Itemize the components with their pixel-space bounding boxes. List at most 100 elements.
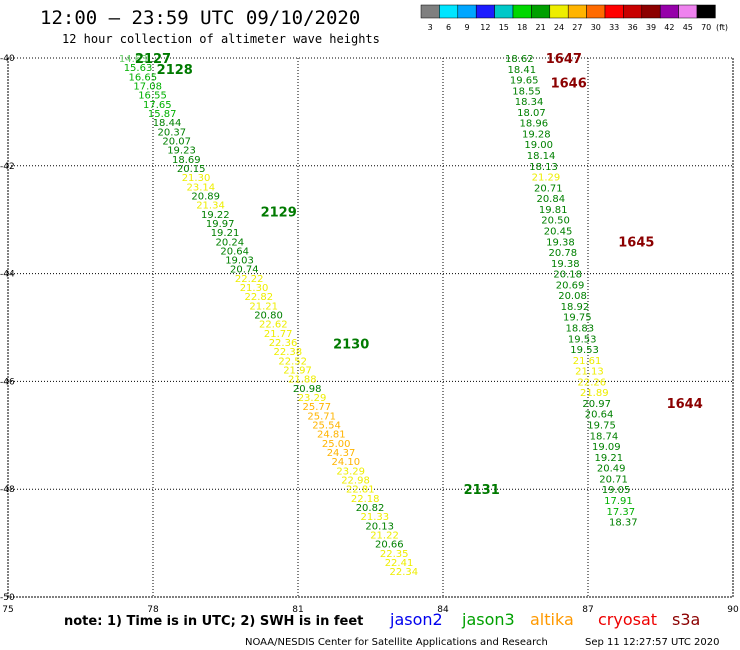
legend-label: 45 xyxy=(683,23,693,32)
swh-value: 19.03 xyxy=(225,256,254,267)
pass-number: 2129 xyxy=(261,206,297,221)
y-tick-label: -40 xyxy=(0,54,15,64)
swh-value: 22.62 xyxy=(259,320,288,331)
swh-value: 20.13 xyxy=(365,521,394,532)
swh-value: 20.74 xyxy=(230,265,259,276)
legend-swatch xyxy=(420,4,440,19)
swh-value: 21.61 xyxy=(573,356,602,367)
swh-value: 21.34 xyxy=(196,201,225,212)
swh-value: 20.82 xyxy=(356,503,385,514)
swh-value: 20.66 xyxy=(375,540,404,551)
swh-value: 19.21 xyxy=(594,453,623,464)
swh-value: 23.14 xyxy=(187,182,216,193)
swh-value: 22.36 xyxy=(269,338,298,349)
swh-value: 20.69 xyxy=(556,280,585,291)
swh-value: 20.64 xyxy=(220,246,249,257)
swh-value: 19.21 xyxy=(211,228,240,239)
swh-value: 20.08 xyxy=(558,291,587,302)
legend-swatch xyxy=(659,4,679,19)
track-jason3: 14.6315.6316.6517.0816.5517.6515.8718.44… xyxy=(119,54,418,578)
pass-number: 2128 xyxy=(157,63,193,78)
swh-value: 20.49 xyxy=(597,464,626,475)
swh-value: 23.29 xyxy=(298,393,327,404)
legend-label: 6 xyxy=(446,23,451,32)
swh-value: 20.97 xyxy=(582,399,611,410)
legend-swatch xyxy=(549,4,569,19)
legend-label: 30 xyxy=(591,23,601,32)
swh-value: 17.37 xyxy=(607,507,636,518)
swh-value: 16.65 xyxy=(129,72,158,83)
swh-value: 22.38 xyxy=(274,347,303,358)
swh-value: 19.81 xyxy=(539,205,568,216)
swh-value: 22.41 xyxy=(385,558,414,569)
swh-value: 23.29 xyxy=(336,466,365,477)
swh-value: 20.15 xyxy=(177,164,206,175)
swh-value: 20.71 xyxy=(534,183,563,194)
pass-number: 2131 xyxy=(464,483,500,498)
satellite-name-jason3: jason3 xyxy=(461,610,515,629)
legend-swatch xyxy=(531,4,551,19)
pass-number: 1647 xyxy=(546,52,582,67)
legend-swatch xyxy=(604,4,624,19)
timestamp-text: Sep 11 12:27:57 UTC 2020 xyxy=(585,637,719,648)
swh-value: 21.21 xyxy=(249,301,278,312)
swh-value: 19.65 xyxy=(510,76,539,87)
swh-value: 17.91 xyxy=(604,496,633,507)
legend-label: 70 xyxy=(701,23,711,32)
y-tick-label: -42 xyxy=(0,162,15,172)
swh-value: 20.07 xyxy=(162,136,191,147)
x-tick-label: 78 xyxy=(147,605,159,615)
swh-value: 19.38 xyxy=(546,237,575,248)
legend-label: 12 xyxy=(480,23,490,32)
swh-value: 21.33 xyxy=(361,512,390,523)
legend-label: 3 xyxy=(428,23,433,32)
swh-value: 25.77 xyxy=(303,402,332,413)
swh-value: 18.37 xyxy=(609,518,638,529)
swh-value: 20.24 xyxy=(216,237,245,248)
swh-value: 21.89 xyxy=(580,388,609,399)
satellite-tracks: 14.6315.6316.6517.0816.5517.6515.8718.44… xyxy=(119,54,638,578)
pass-number: 1644 xyxy=(667,397,703,412)
legend-swatch xyxy=(567,4,587,19)
y-tick-label: -46 xyxy=(0,377,15,387)
swh-value: 18.83 xyxy=(565,324,594,335)
swh-value: 21.29 xyxy=(532,173,561,184)
swh-value: 22.52 xyxy=(278,356,307,367)
swh-value: 21.88 xyxy=(288,375,317,386)
swh-value: 20.78 xyxy=(549,248,578,259)
swh-value: 22.18 xyxy=(351,494,380,505)
swh-value: 20.37 xyxy=(158,127,187,138)
legend-label: 39 xyxy=(646,23,656,32)
swh-value: 20.18 xyxy=(553,270,582,281)
legend-label: 18 xyxy=(517,23,527,32)
swh-value: 19.05 xyxy=(602,485,631,496)
legend-swatch xyxy=(696,4,716,19)
swh-value: 22.98 xyxy=(341,475,370,486)
swh-value: 25.00 xyxy=(322,439,351,450)
swh-value: 19.23 xyxy=(167,146,196,157)
swh-value: 21.13 xyxy=(575,367,604,378)
swh-value: 20.64 xyxy=(585,410,614,421)
swh-value: 24.37 xyxy=(327,448,356,459)
swh-value: 20.80 xyxy=(254,311,283,322)
legend-label: 42 xyxy=(664,23,674,32)
swh-value: 18.34 xyxy=(515,97,544,108)
swh-value: 20.50 xyxy=(541,216,570,227)
swh-color-legend: 3 6 9 12 15 18 21 24 27 30 33 36 39 42 45 70 xyxy=(420,4,716,32)
swh-value: 15.63 xyxy=(124,63,153,74)
swh-value: 20.84 xyxy=(536,194,565,205)
swh-value: 25.54 xyxy=(312,421,341,432)
swh-value: 25.71 xyxy=(307,411,336,422)
track-cryosat: 18.6218.4119.6518.5518.3418.0718.9619.28… xyxy=(505,54,638,529)
swh-value: 19.75 xyxy=(587,421,616,432)
y-tick-label: -50 xyxy=(0,593,15,603)
legend-swatch xyxy=(623,4,643,19)
swh-value: 24.10 xyxy=(332,457,361,468)
x-tick-label: 87 xyxy=(582,605,593,615)
swh-value: 21.77 xyxy=(264,329,293,340)
legend-swatch xyxy=(678,4,698,19)
swh-value: 21.97 xyxy=(283,366,312,377)
swh-value: 18.96 xyxy=(520,119,549,130)
